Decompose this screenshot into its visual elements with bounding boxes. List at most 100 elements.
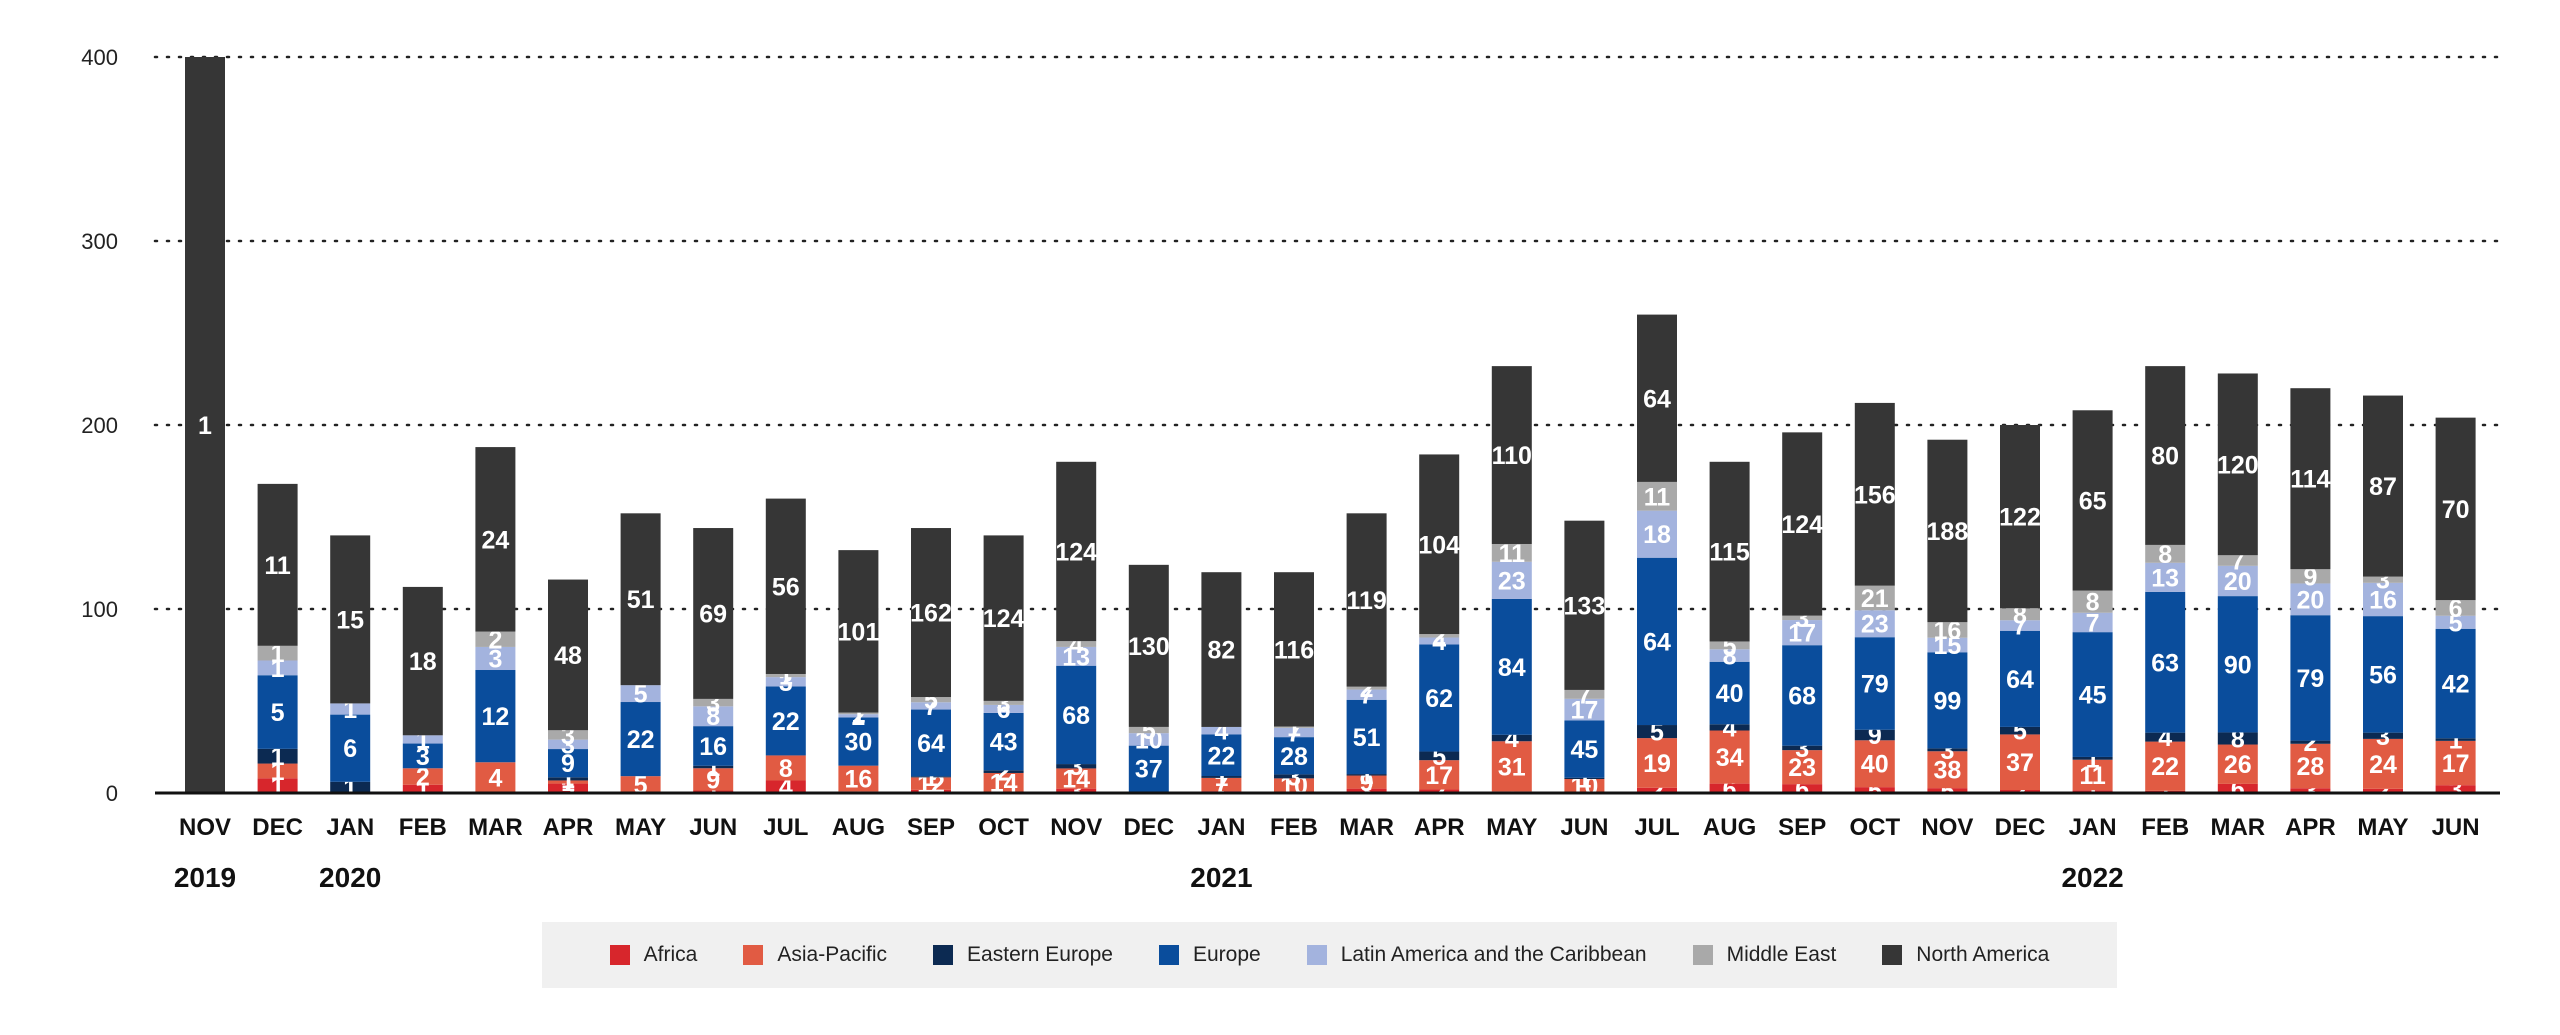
bar-segment	[2217, 555, 2258, 566]
bar-segment	[693, 528, 734, 699]
x-tick-label: APR	[543, 814, 594, 841]
bar-segment	[1564, 520, 1605, 690]
bar-segment	[765, 677, 806, 687]
data-label: 40	[1861, 751, 1889, 779]
data-label: 1	[271, 743, 285, 771]
bar-segment	[2435, 600, 2476, 616]
legend-swatch	[743, 945, 764, 965]
bar-segment	[257, 483, 298, 646]
bar-segment	[257, 763, 298, 779]
data-label: 8	[779, 755, 793, 783]
data-label: 28	[1280, 743, 1308, 771]
bar-segment	[1346, 788, 1387, 793]
bar-segment	[2290, 615, 2331, 741]
data-label: 37	[1135, 756, 1163, 784]
bar-segment	[1782, 615, 1823, 621]
bar-segment	[1637, 725, 1677, 739]
bar-segment	[475, 670, 516, 763]
data-label: 80	[2151, 443, 2179, 471]
bar-segment	[2435, 628, 2476, 739]
bar-segment	[548, 780, 588, 784]
legend-label: North America	[1916, 943, 2050, 966]
bar-segment	[1491, 598, 1532, 735]
data-label: 31	[1498, 753, 1526, 781]
data-label: 16	[844, 766, 872, 794]
data-label: 34	[1716, 744, 1744, 772]
bar-segment	[765, 780, 806, 793]
bar-segment	[1564, 779, 1605, 792]
bar-segment	[1564, 698, 1605, 721]
bar-segment	[2290, 569, 2331, 584]
data-label: 21	[1861, 585, 1889, 613]
bar-segment	[983, 535, 1024, 701]
bar-segment	[257, 645, 298, 661]
data-label: 64	[917, 730, 945, 758]
data-label: 87	[2369, 473, 2397, 501]
year-label: 2020	[319, 862, 381, 893]
data-label: 13	[2151, 564, 2179, 592]
bar-segment	[1709, 783, 1750, 793]
bar-segment	[1274, 778, 1314, 792]
data-label: 124	[1055, 538, 1097, 566]
data-label: 51	[627, 586, 655, 614]
bar-segment	[2145, 741, 2186, 791]
bar-segment	[2363, 395, 2403, 577]
data-label: 110	[1492, 442, 1532, 470]
x-tick-label: DEC	[1123, 814, 1174, 841]
data-label: 17	[2442, 750, 2470, 778]
x-tick-label: MAR	[1339, 814, 1394, 841]
x-tick-label: APR	[1414, 814, 1465, 841]
data-label: 11	[1499, 540, 1526, 568]
bar-segment	[911, 709, 951, 777]
data-label: 11	[2079, 762, 2106, 790]
bar-segment	[2000, 726, 2040, 735]
data-label: 79	[1861, 670, 1889, 698]
data-label: 45	[1570, 736, 1598, 764]
data-label: 23	[1498, 567, 1526, 595]
bar-segment	[911, 528, 951, 698]
bar-segment	[2000, 425, 2040, 609]
data-label: 130	[1128, 633, 1170, 661]
bar-segment	[620, 702, 661, 777]
bar-segment	[2072, 410, 2113, 591]
legend-item: North America	[1882, 943, 2049, 967]
data-label: 48	[554, 642, 582, 670]
bar-segment	[2000, 620, 2040, 631]
data-label: 18	[1643, 521, 1671, 549]
data-label: 9	[1360, 769, 1374, 797]
bar-segment	[2435, 615, 2476, 629]
bar-segment	[693, 706, 734, 727]
bar-segment	[911, 789, 951, 793]
data-label: 64	[1643, 385, 1671, 413]
data-label: 26	[2224, 751, 2252, 779]
x-tick-label: FEB	[2141, 814, 2189, 841]
bar-segment	[1274, 726, 1314, 728]
legend-label: Europe	[1192, 943, 1261, 966]
bar-segment	[1709, 461, 1750, 642]
bar-segment	[693, 768, 734, 791]
data-label: 8	[706, 703, 720, 731]
bar-segment	[1637, 787, 1677, 793]
data-label: 115	[1709, 539, 1749, 567]
x-tick-label: SEP	[907, 814, 955, 841]
y-tick-label: 200	[81, 413, 118, 438]
bar-segment	[2145, 366, 2186, 545]
bar-segment	[1274, 737, 1314, 775]
bar-segment	[1419, 454, 1460, 635]
bar-segment	[1201, 726, 1242, 735]
bar-segment	[765, 686, 806, 756]
bar-segment	[475, 762, 516, 793]
bar-segment	[911, 702, 951, 710]
data-label: 18	[409, 648, 437, 676]
bar-segment	[1927, 439, 1968, 623]
x-tick-label: JUN	[2432, 814, 2480, 841]
bar-segment	[2000, 608, 2040, 621]
bar-segment	[257, 778, 298, 793]
data-label: 15	[336, 606, 364, 634]
data-label: 12	[481, 703, 509, 731]
bar-segment	[1491, 543, 1532, 562]
data-label: 20	[2224, 568, 2252, 596]
bar-segment	[548, 749, 588, 778]
bar-segment	[1274, 572, 1314, 727]
bar-segment	[1346, 689, 1387, 700]
